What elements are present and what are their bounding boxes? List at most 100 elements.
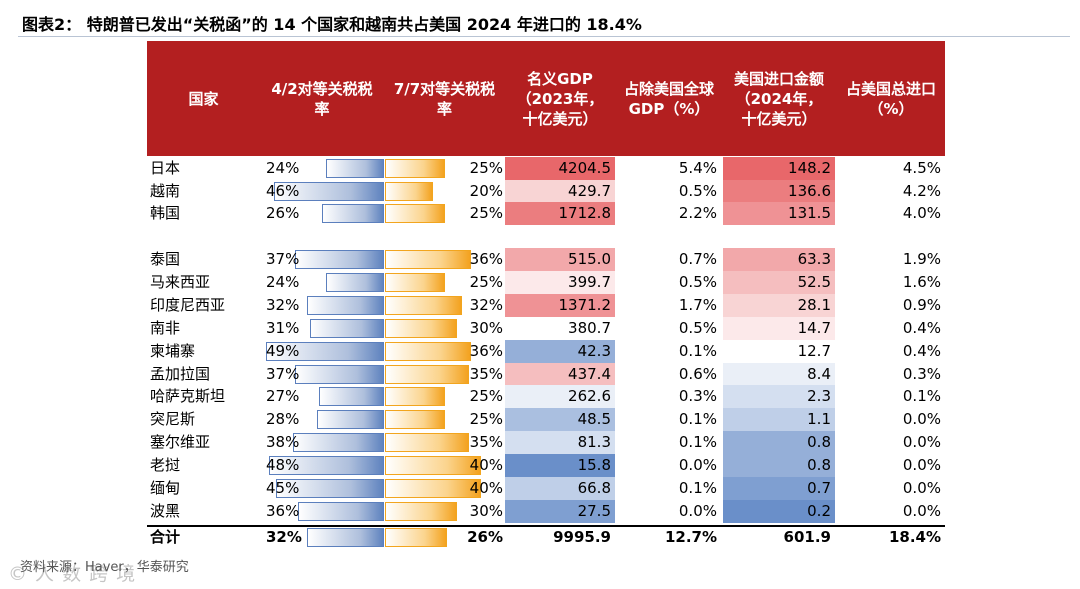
import-share-value: 1.6% xyxy=(902,272,941,291)
import-share-value: 0.9% xyxy=(902,295,941,314)
rate-apr2-value: 24% xyxy=(266,272,300,291)
rate-apr2-value: 45% xyxy=(266,479,300,497)
rate-jul7-bar xyxy=(385,387,445,407)
rate-apr2-bar xyxy=(310,318,384,338)
rate-jul7-value: 36% xyxy=(469,341,503,360)
rate-apr2-bar xyxy=(293,433,384,453)
rate-jul7-bar xyxy=(385,272,445,292)
import-share-value: 0.0% xyxy=(902,501,941,520)
rate-jul7-bar xyxy=(385,528,447,547)
table-row: 塞尔维亚 38% 35% 81.3 0.1% 0.8 0.0% xyxy=(147,431,945,455)
country-name: 哈萨克斯坦 xyxy=(150,387,226,406)
rate-apr2-value: 48% xyxy=(266,456,300,475)
import-share-value: 1.9% xyxy=(902,250,941,268)
rate-apr2-value: 49% xyxy=(266,341,300,360)
gdp-share-value: 0.1% xyxy=(678,479,717,497)
rate-jul7-bar xyxy=(385,479,481,498)
table-row: 印度尼西亚 32% 32% 1371.2 1.7% 28.1 0.9% xyxy=(147,293,945,317)
table-row: 突尼斯 28% 25% 48.5 0.1% 1.1 0.0% xyxy=(147,408,945,432)
rate-apr2-value: 24% xyxy=(266,159,300,177)
imports-value: 8.4 xyxy=(723,362,835,386)
gdp-share-value: 2.2% xyxy=(678,204,717,223)
gdp-value: 66.8 xyxy=(505,477,615,500)
country-name: 南非 xyxy=(150,318,181,337)
country-name: 波黑 xyxy=(150,501,181,520)
imports-value: 63.3 xyxy=(723,248,835,271)
gdp-share-value: 0.3% xyxy=(678,387,717,406)
rate-apr2-bar xyxy=(326,272,384,292)
gdp-value: 81.3 xyxy=(505,431,615,455)
imports-value: 52.5 xyxy=(723,270,835,294)
rate-apr2-bar xyxy=(276,479,384,498)
country-name: 印度尼西亚 xyxy=(150,295,226,314)
figure-title: 图表2： 特朗普已发出“关税函”的 14 个国家和越南共占美国 2024 年进口… xyxy=(22,15,642,34)
gdp-value: 27.5 xyxy=(505,499,615,523)
gdp-value: 1371.2 xyxy=(505,293,615,317)
rate-jul7-value: 32% xyxy=(469,295,503,314)
rate-jul7-value: 36% xyxy=(469,250,503,268)
country-name: 老挝 xyxy=(150,456,181,475)
table-row: 韩国 26% 25% 1712.8 2.2% 131.5 4.0% xyxy=(147,202,945,226)
rate-jul7-bar xyxy=(385,433,469,453)
rate-apr2-value: 32% xyxy=(266,295,300,314)
gdp-value: 262.6 xyxy=(505,385,615,409)
rate-jul7-bar xyxy=(385,204,445,224)
imports-value: 131.5 xyxy=(723,202,835,226)
rate-jul7-bar xyxy=(385,318,457,338)
import-share-value: 4.2% xyxy=(902,181,941,200)
table-header: 国家 4/2对等关税税率 7/7对等关税税率 名义GDP（2023年，十亿美元）… xyxy=(147,41,945,156)
imports-value: 136.6 xyxy=(723,179,835,203)
country-name: 缅甸 xyxy=(150,479,181,497)
rate-jul7-bar xyxy=(385,456,481,476)
header-nominal-gdp: 名义GDP（2023年，十亿美元） xyxy=(516,69,604,128)
rate-jul7-bar xyxy=(385,181,433,201)
gdp-value: 48.5 xyxy=(505,408,615,432)
country-name: 泰国 xyxy=(150,250,181,268)
gdp-share-value: 0.5% xyxy=(678,181,717,200)
import-share-value: 0.4% xyxy=(902,318,941,337)
rate-jul7-bar xyxy=(385,410,445,430)
imports-value: 14.7 xyxy=(723,316,835,340)
imports-value: 0.7 xyxy=(723,477,835,500)
rate-jul7-bar xyxy=(385,159,445,178)
gdp-value: 380.7 xyxy=(505,316,615,340)
import-share-value: 0.0% xyxy=(902,456,941,475)
rate-apr2-bar xyxy=(298,501,384,521)
gdp-share-value: 0.0% xyxy=(678,501,717,520)
rate-apr2-value: 31% xyxy=(266,318,300,337)
imports-value: 0.8 xyxy=(723,431,835,455)
rate-apr2-bar xyxy=(274,181,384,201)
rate-jul7-value: 20% xyxy=(469,181,503,200)
gdp-share-value: 0.5% xyxy=(678,318,717,337)
gdp-value: 429.7 xyxy=(505,179,615,203)
table-row: 老挝 48% 40% 15.8 0.0% 0.8 0.0% xyxy=(147,454,945,478)
rate-jul7-value: 30% xyxy=(469,501,503,520)
rate-apr2-bar xyxy=(326,159,384,178)
rate-jul7-value: 35% xyxy=(469,364,503,383)
gdp-value: 4204.5 xyxy=(505,157,615,180)
rate-apr2-bar xyxy=(295,364,384,384)
rate-apr2-bar xyxy=(319,387,384,407)
watermark: © 人 数 跨 境 xyxy=(8,563,137,585)
rate-jul7-value: 25% xyxy=(469,159,503,177)
rate-apr2-value: 37% xyxy=(266,364,300,383)
gdp-share-value: 1.7% xyxy=(678,295,717,314)
rate-apr2-bar xyxy=(307,528,384,547)
gdp-share-value: 0.5% xyxy=(678,272,717,291)
gdp-share-value: 5.4% xyxy=(678,159,717,177)
rate-apr2-value: 46% xyxy=(266,181,300,200)
total-row: 合计 32% 26% 9995.9 12.7% 601.9 18.4% xyxy=(147,526,945,549)
country-name: 越南 xyxy=(150,181,181,200)
gdp-value: 515.0 xyxy=(505,248,615,271)
gdp-share-value: 0.7% xyxy=(678,250,717,268)
table-row: 哈萨克斯坦 27% 25% 262.6 0.3% 2.3 0.1% xyxy=(147,385,945,409)
source-note: 资料来源：Haver，华泰研究 xyxy=(20,560,189,575)
table-row: 柬埔寨 49% 36% 42.3 0.1% 12.7 0.4% xyxy=(147,339,945,363)
rate-jul7-bar xyxy=(385,501,457,521)
rate-jul7-bar xyxy=(385,295,462,315)
gdp-value: 42.3 xyxy=(505,339,615,363)
country-name: 合计 xyxy=(150,528,181,546)
table-row: 缅甸 45% 40% 66.8 0.1% 0.7 0.0% xyxy=(147,477,945,500)
import-share-value: 0.0% xyxy=(902,410,941,429)
rate-jul7-bar xyxy=(385,341,471,361)
